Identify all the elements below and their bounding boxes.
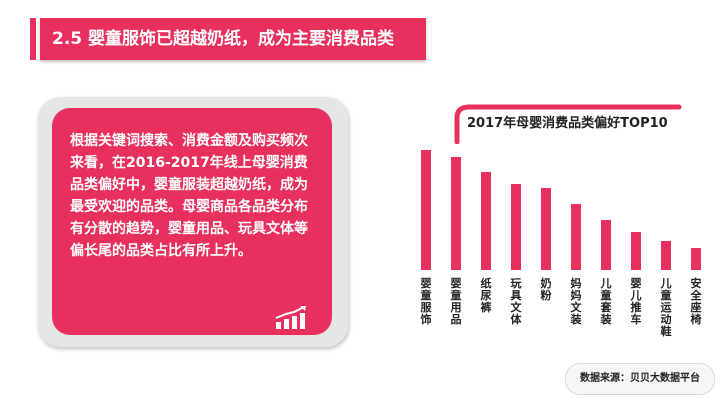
chart-title: 2017年母婴消费品类偏好TOP10 — [467, 116, 668, 131]
chart-title-arc — [454, 104, 682, 144]
x-axis-label: 纸尿裤 — [480, 277, 492, 314]
x-axis-label: 儿童套装 — [600, 277, 612, 326]
x-axis-label: 婴童服饰 — [420, 277, 432, 326]
chart-title-decoration — [453, 104, 687, 144]
bar — [481, 171, 491, 270]
bar — [631, 231, 641, 270]
title-band — [40, 18, 426, 60]
x-axis-label: 玩具文体 — [510, 277, 522, 326]
source-badge: 数据来源：贝贝大数据平台 — [565, 363, 715, 395]
x-axis-label: 奶粉 — [540, 277, 552, 302]
bar — [601, 219, 611, 270]
title-bar: 2.5 婴童服饰已超越奶纸，成为主要消费品类 — [0, 18, 430, 60]
bar — [451, 157, 461, 270]
x-axis-label: 婴童用品 — [450, 277, 462, 326]
bar — [661, 241, 671, 270]
x-axis-label: 安全座椅 — [690, 277, 702, 326]
bar-chart: 婴童服饰 婴童用品 纸尿裤 玩具文体 奶粉 妈妈文装 儿童套装 婴儿推车 儿童运动鞋 安全座椅 — [410, 140, 710, 340]
x-axis-label: 婴儿推车 — [630, 277, 642, 326]
x-axis-label: 儿童运动鞋 — [660, 277, 672, 338]
bar — [511, 183, 521, 270]
card-body-text: 根据关键词搜索、消费金额及购买频次来看，在2016-2017年线上母婴消费品类偏… — [70, 133, 308, 259]
bar — [421, 150, 431, 270]
text-card: 根据关键词搜索、消费金额及购买频次来看，在2016-2017年线上母婴消费品类偏… — [52, 108, 332, 335]
source-text: 数据来源：贝贝大数据平台 — [580, 373, 700, 384]
bar — [571, 204, 581, 270]
page-title: 2.5 婴童服饰已超越奶纸，成为主要消费品类 — [52, 29, 395, 49]
title-accent — [30, 18, 36, 60]
bar — [691, 248, 701, 270]
bar-growth-icon — [275, 306, 306, 329]
x-axis-label: 妈妈文装 — [570, 277, 582, 326]
bar — [541, 188, 551, 270]
